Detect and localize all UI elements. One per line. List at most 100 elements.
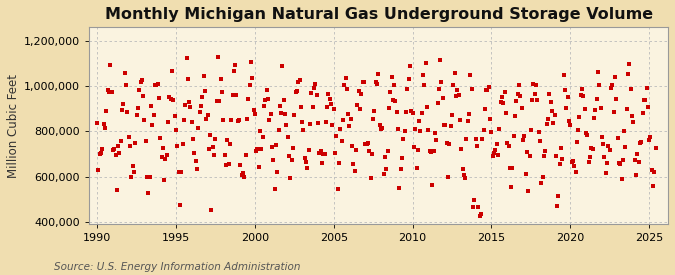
Y-axis label: Million Cubic Feet: Million Cubic Feet [7, 74, 20, 178]
Point [583, 160, 594, 164]
Point [288, 146, 298, 151]
Point [468, 205, 479, 210]
Point [454, 118, 465, 122]
Point [565, 123, 576, 127]
Point [335, 127, 346, 131]
Point [124, 135, 134, 139]
Point [263, 97, 273, 101]
Point [624, 61, 634, 66]
Point [275, 104, 286, 108]
Point [151, 83, 162, 87]
Point [444, 142, 455, 146]
Point [478, 128, 489, 133]
Point [547, 109, 558, 114]
Point [230, 63, 240, 67]
Point [121, 83, 132, 88]
Point [640, 98, 651, 102]
Point [227, 93, 238, 97]
Point [300, 156, 310, 160]
Point [196, 104, 207, 108]
Point [346, 117, 356, 122]
Point [242, 117, 252, 122]
Point [550, 154, 561, 158]
Point [418, 72, 429, 77]
Point [331, 133, 342, 138]
Point [231, 93, 242, 97]
Point [304, 122, 315, 127]
Point [410, 127, 421, 131]
Point [113, 144, 124, 148]
Point [214, 99, 225, 103]
Point [185, 104, 196, 109]
Point [532, 97, 543, 102]
Point [257, 135, 268, 140]
Point [155, 136, 165, 141]
Point [105, 62, 115, 67]
Point [643, 104, 653, 109]
Point [292, 89, 302, 94]
Point [163, 119, 173, 124]
Text: Source: U.S. Energy Information Administration: Source: U.S. Energy Information Administ… [54, 262, 300, 272]
Point [142, 175, 153, 179]
Point [285, 176, 296, 180]
Point [573, 127, 584, 132]
Point [481, 88, 491, 93]
Point [506, 185, 516, 189]
Point [169, 114, 180, 119]
Point [403, 77, 414, 81]
Point [440, 123, 451, 127]
Point [487, 154, 498, 159]
Point [456, 147, 466, 151]
Point [433, 87, 444, 91]
Point [579, 106, 590, 111]
Point [246, 60, 256, 64]
Point [171, 128, 182, 132]
Point [387, 98, 398, 102]
Point [115, 138, 126, 143]
Point [520, 172, 531, 176]
Point [356, 92, 367, 96]
Point [279, 112, 290, 116]
Point [548, 121, 559, 125]
Point [564, 119, 574, 123]
Point [221, 163, 232, 167]
Point [286, 158, 297, 163]
Point [278, 98, 289, 102]
Point [641, 86, 652, 90]
Point [560, 88, 570, 93]
Title: Monthly Michigan Natural Gas Underground Storage Volume: Monthly Michigan Natural Gas Underground… [105, 7, 653, 22]
Point [308, 86, 319, 90]
Point [126, 175, 137, 180]
Point [580, 131, 591, 135]
Point [491, 142, 502, 146]
Point [209, 152, 219, 157]
Point [545, 100, 556, 104]
Point [325, 102, 336, 107]
Point [347, 144, 358, 148]
Point [435, 57, 446, 62]
Point [373, 72, 384, 76]
Point [289, 113, 300, 117]
Point [114, 151, 125, 155]
Point [619, 128, 630, 133]
Point [422, 104, 433, 109]
Point [402, 87, 412, 92]
Point [383, 106, 394, 111]
Point [372, 82, 383, 86]
Point [553, 194, 564, 198]
Point [544, 92, 555, 96]
Point [551, 204, 562, 208]
Point [256, 147, 267, 152]
Point [277, 64, 288, 68]
Point [494, 127, 505, 131]
Point [228, 69, 239, 73]
Point [136, 77, 147, 82]
Point [495, 100, 506, 104]
Point [348, 162, 359, 167]
Point [432, 101, 443, 106]
Point [290, 90, 301, 94]
Point [111, 188, 122, 192]
Point [556, 145, 566, 150]
Point [607, 82, 618, 87]
Point [562, 95, 573, 100]
